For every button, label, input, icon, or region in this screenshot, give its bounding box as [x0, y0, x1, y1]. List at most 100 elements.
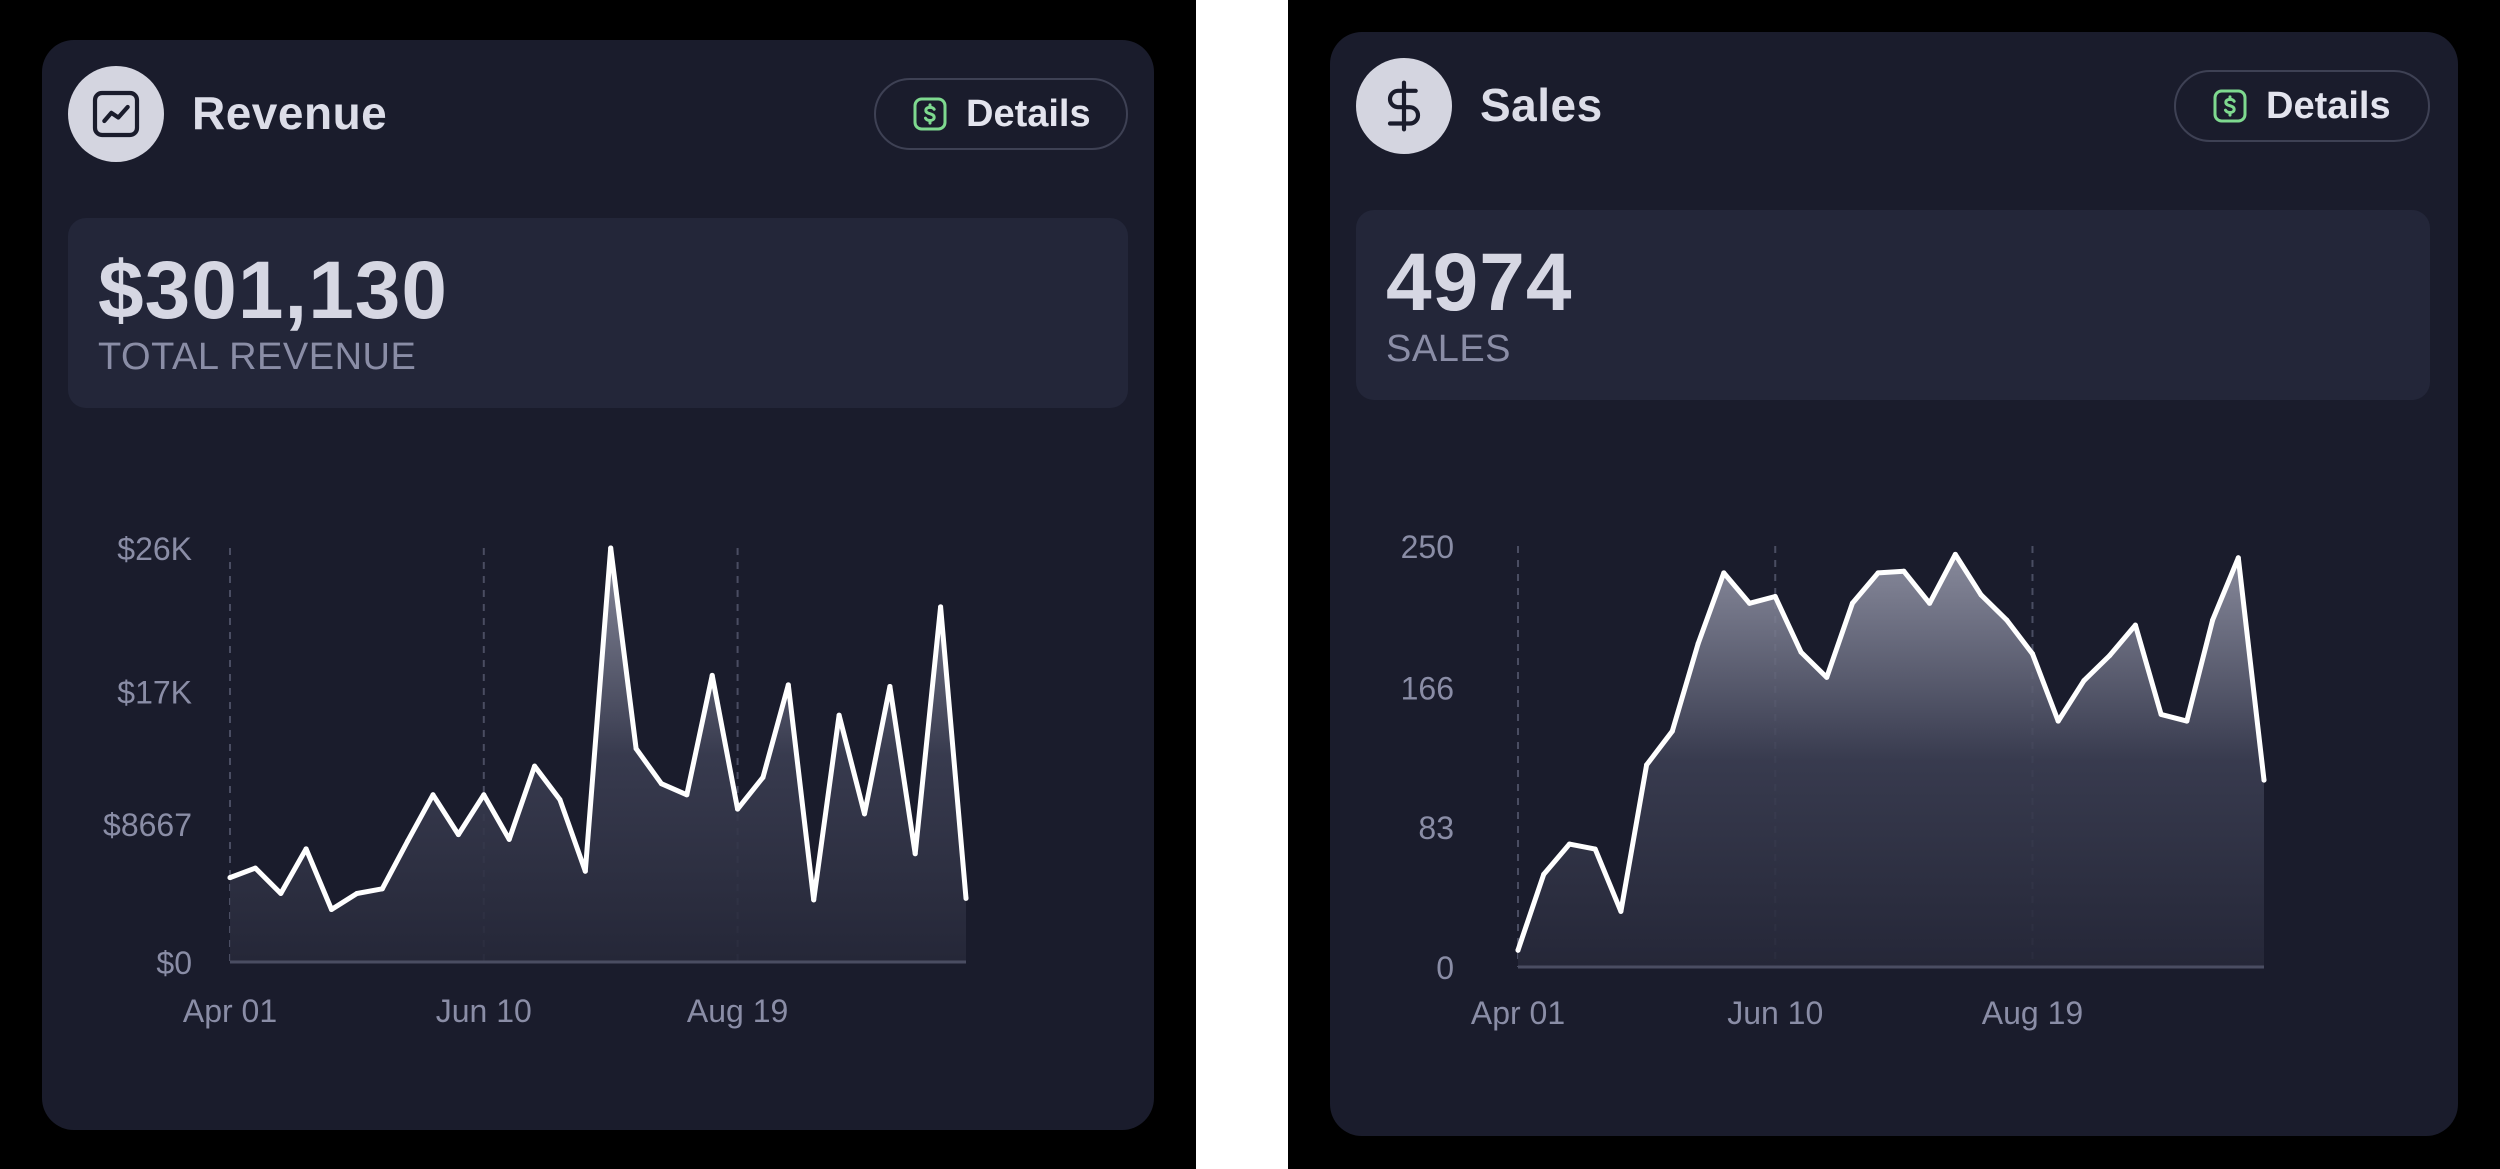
data-point: [811, 897, 817, 903]
data-point: [455, 832, 461, 838]
data-point: [2184, 718, 2190, 724]
data-point: [1927, 600, 1933, 606]
data-point: [278, 891, 284, 896]
data-point: [1824, 674, 1830, 680]
data-point: [1566, 841, 1572, 847]
data-point: [329, 907, 334, 912]
data-point: [684, 792, 690, 798]
data-point: [887, 684, 893, 689]
data-point: [2158, 711, 2164, 717]
series-area: [1518, 554, 2264, 967]
data-point: [633, 746, 639, 752]
data-point: [709, 672, 715, 678]
data-point: [354, 891, 360, 896]
series-area: [230, 548, 966, 962]
card-title: Sales: [1480, 79, 1603, 131]
data-point: [1618, 908, 1624, 914]
data-point: [252, 865, 258, 871]
data-point: [1515, 947, 1521, 953]
stat-label: TOTAL REVENUE: [98, 336, 417, 378]
data-point: [1541, 871, 1547, 877]
trend-chart-icon: [92, 90, 140, 138]
y-tick-label: $8667: [103, 807, 192, 843]
sales-card: Sales Details 4974 SALES 0 83 166 250 Apr 01…: [1330, 32, 2458, 1136]
y-tick-label: $17K: [117, 674, 192, 710]
x-tick-label: Jun 10: [1727, 995, 1823, 1031]
data-point: [658, 781, 664, 787]
data-point: [1875, 570, 1881, 576]
data-point: [2081, 678, 2087, 684]
data-point: [2210, 617, 2216, 623]
data-point: [481, 792, 487, 798]
details-button-label: Details: [966, 92, 1091, 135]
data-point: [1644, 762, 1650, 768]
x-tick-label: Aug 19: [1982, 995, 2083, 1031]
data-point: [836, 712, 842, 718]
y-tick-label: $0: [156, 945, 192, 981]
y-tick-label: 166: [1401, 670, 1454, 706]
stat-box: 4974 SALES: [1356, 210, 2430, 400]
y-tick-label: 250: [1401, 529, 1454, 565]
data-point: [912, 851, 918, 857]
data-point: [963, 895, 969, 901]
x-tick-label: Jun 10: [436, 993, 532, 1029]
card-title: Revenue: [192, 87, 388, 139]
data-point: [1849, 600, 1855, 606]
right-panel: Sales Details 4974 SALES 0 83 166 250 Apr 01…: [1288, 0, 2500, 1169]
revenue-chart: $0 $8667 $17K $26K Apr 01 Jun 10 Aug 19: [103, 531, 969, 1029]
y-tick-label: $26K: [117, 531, 192, 567]
stat-value: $301,130: [98, 245, 449, 336]
stat-label: SALES: [1386, 328, 1512, 370]
x-tick-label: Aug 19: [687, 993, 788, 1029]
data-point: [1772, 594, 1778, 599]
data-point: [2132, 622, 2138, 628]
data-point: [760, 774, 766, 780]
y-tick-label: 83: [1418, 810, 1454, 846]
data-point: [938, 604, 944, 610]
dollar-square-icon: [913, 97, 947, 131]
data-point: [303, 846, 309, 852]
x-tick-label: Apr 01: [1471, 995, 1565, 1031]
revenue-icon-badge: [68, 66, 164, 162]
data-point: [608, 545, 614, 551]
data-point: [2030, 651, 2035, 657]
x-tick-label: Apr 01: [183, 993, 277, 1029]
data-point: [1695, 641, 1701, 647]
series-line: [227, 545, 969, 912]
y-tick-label: 0: [1436, 950, 1454, 986]
stat-box: $301,130 TOTAL REVENUE: [68, 218, 1128, 408]
data-point: [862, 811, 867, 817]
left-panel: Revenue Details $301,130 TOTAL REVENUE $…: [0, 0, 1196, 1169]
data-point: [405, 838, 411, 844]
sales-chart: 0 83 166 250 Apr 01 Jun 10 Aug 19: [1401, 529, 2267, 1031]
details-button[interactable]: Details: [2174, 70, 2430, 142]
sales-icon-badge: [1356, 58, 1452, 154]
data-point: [2261, 777, 2267, 783]
data-point: [1901, 568, 1907, 574]
data-point: [2004, 617, 2010, 623]
data-point: [1721, 570, 1727, 576]
data-point: [1952, 551, 1958, 557]
data-point: [557, 797, 563, 803]
data-point: [430, 792, 436, 798]
data-point: [785, 682, 791, 688]
data-point: [2235, 555, 2241, 561]
details-button[interactable]: Details: [874, 78, 1128, 150]
data-point: [506, 836, 512, 842]
data-point: [532, 763, 538, 769]
data-point: [735, 806, 741, 812]
data-point: [1747, 600, 1752, 606]
data-point: [227, 875, 233, 881]
dollar-square-icon: [2213, 89, 2247, 123]
data-point: [379, 886, 385, 892]
data-point: [1592, 846, 1598, 852]
data-point: [582, 868, 588, 874]
series-line: [1515, 551, 2267, 953]
data-point: [2107, 653, 2113, 658]
dollar-sign-icon: [1387, 80, 1421, 132]
data-point: [1978, 592, 1984, 598]
details-button-label: Details: [2266, 84, 2391, 127]
revenue-card: Revenue Details $301,130 TOTAL REVENUE $…: [42, 40, 1154, 1130]
data-point: [2055, 718, 2061, 724]
stat-value: 4974: [1386, 237, 1573, 328]
